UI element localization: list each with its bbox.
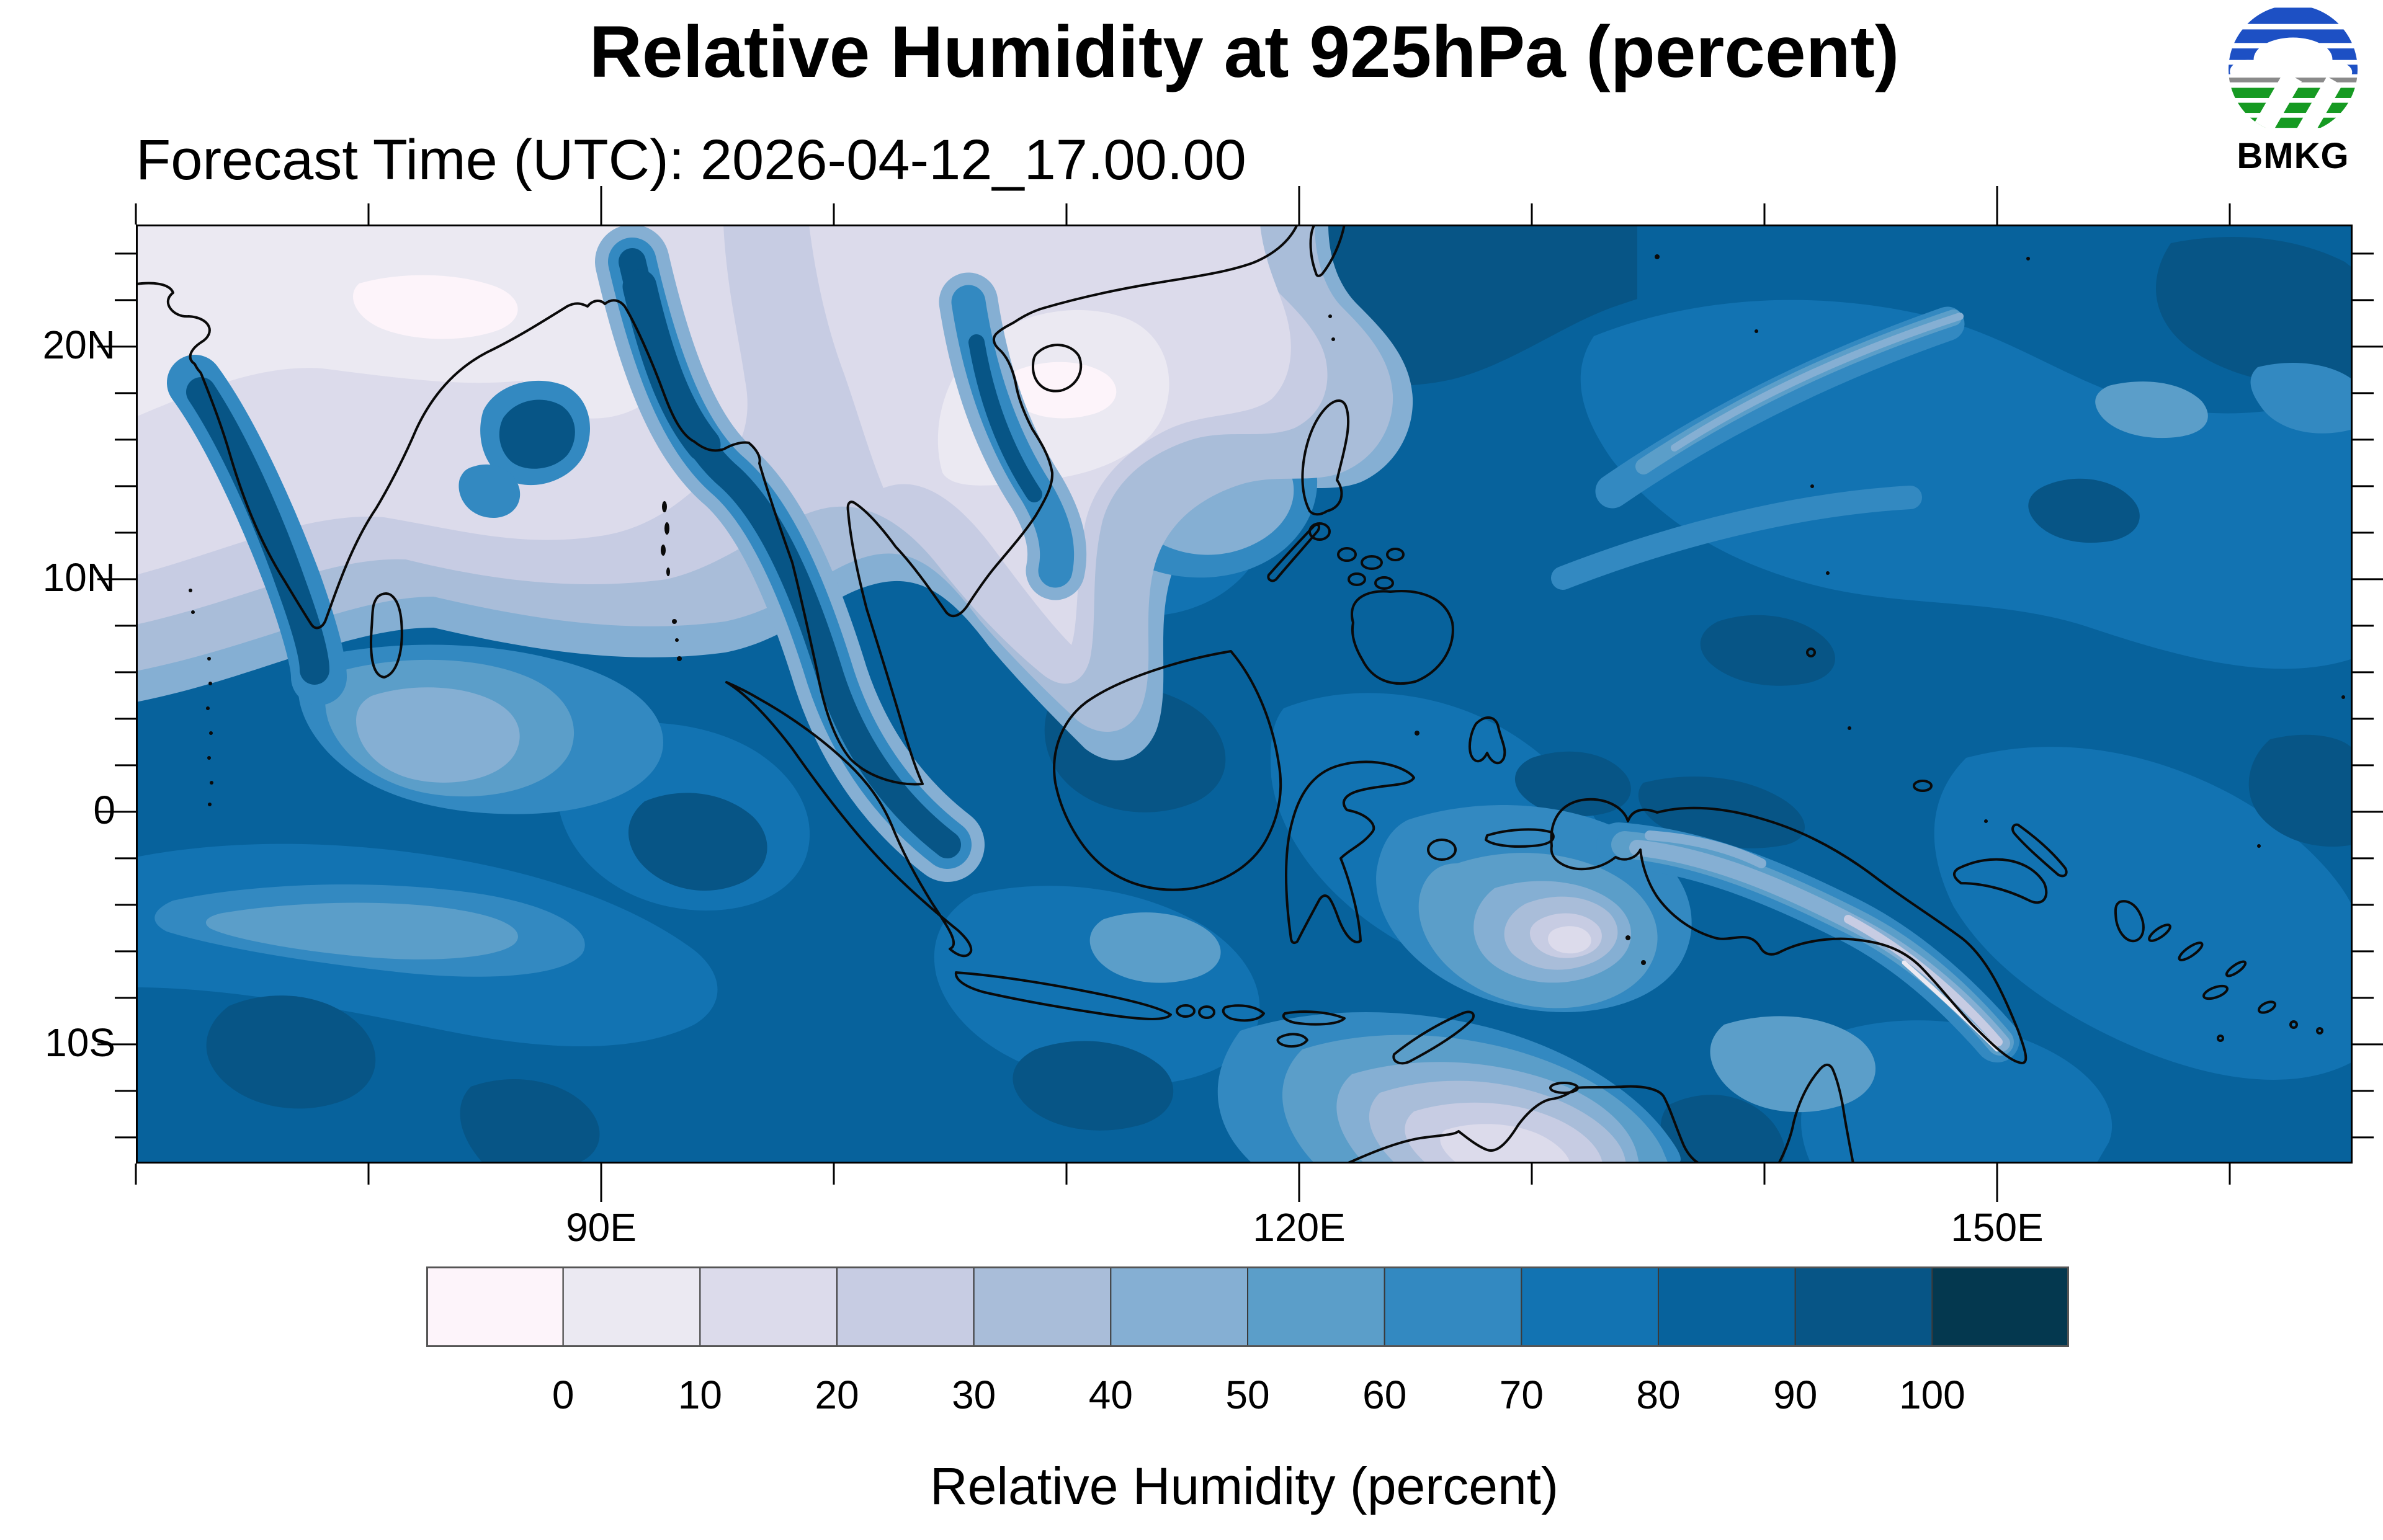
colorbar-segments <box>426 1266 2069 1347</box>
bmkg-logo-icon <box>2229 5 2358 134</box>
colorbar-segment <box>973 1266 1112 1347</box>
colorbar-tick-10: 10 <box>677 1373 722 1417</box>
colorbar-segment <box>1521 1266 1659 1347</box>
bmkg-logo: BMKG <box>2206 5 2380 177</box>
colorbar-tick-40: 40 <box>1088 1373 1133 1417</box>
timor <box>1392 1010 1475 1065</box>
y-axis-label-10n: 10N <box>42 554 115 600</box>
taiwan <box>1309 225 1346 277</box>
colorbar-tick-60: 60 <box>1362 1373 1407 1417</box>
sri-lanka <box>370 592 403 679</box>
new-britain <box>1953 858 2048 904</box>
flores <box>1282 1010 1346 1026</box>
colorbar-segment <box>1384 1266 1522 1347</box>
melville-island <box>1549 1082 1579 1094</box>
colorbar-segment <box>1247 1266 1385 1347</box>
map-panel <box>136 225 2353 1164</box>
mindanao <box>1351 590 1454 685</box>
bali <box>1176 1004 1196 1018</box>
atoll-ring <box>1806 648 1816 657</box>
colorbar-segment <box>1931 1266 2069 1347</box>
sulawesi <box>1285 760 1415 945</box>
moist-bands <box>167 225 1087 882</box>
colorbar-tick-20: 20 <box>815 1373 859 1417</box>
y-axis-label-10s: 10S <box>45 1020 115 1065</box>
colorbar-segment <box>1658 1266 1796 1347</box>
forecast-time-label: Forecast Time (UTC): 2026-04-12_17.00.00 <box>136 128 1246 192</box>
palawan <box>1267 523 1320 582</box>
colorbar-tick-100: 100 <box>1898 1373 1965 1417</box>
colorbar-tick-80: 80 <box>1636 1373 1681 1417</box>
coastlines <box>136 225 2323 1164</box>
sumatra <box>725 681 973 958</box>
small-islands-dots <box>189 254 2345 965</box>
banda-pale-core <box>1548 926 1591 954</box>
colorbar-tick-50: 50 <box>1225 1373 1270 1417</box>
colorbar-segment <box>699 1266 838 1347</box>
bougainville <box>2114 900 2145 943</box>
colorbar-segment <box>1794 1266 1933 1347</box>
asia-coastline <box>136 225 1299 786</box>
central-india-moist-blob <box>458 380 590 518</box>
admiralty <box>1913 780 1933 792</box>
sumbawa <box>1222 1004 1265 1022</box>
borneo <box>1053 650 1282 891</box>
australia-cape-york <box>1777 1063 1854 1164</box>
x-axis-label-150e: 150E <box>1951 1205 2044 1250</box>
new-guinea <box>1550 798 2028 1064</box>
hainan <box>1032 344 1083 393</box>
humidity-contour-map <box>136 225 2353 1164</box>
x-axis-label-90e: 90E <box>566 1205 637 1250</box>
australia-west <box>1346 1085 1701 1164</box>
buru <box>1427 839 1457 861</box>
colorbar-segment <box>836 1266 975 1347</box>
y-axis-label-0: 0 <box>93 787 115 832</box>
colorbar-segment <box>426 1266 564 1347</box>
x-axis-label-120e: 120E <box>1253 1205 1346 1250</box>
luzon <box>1301 399 1350 516</box>
halmahera <box>1469 716 1506 765</box>
rh-90-100-region <box>206 225 2353 1164</box>
colorbar <box>426 1266 2069 1347</box>
lombok <box>1198 1005 1215 1019</box>
colorbar-segment <box>1110 1266 1248 1347</box>
colorbar-tick-0: 0 <box>552 1373 575 1417</box>
page-title: Relative Humidity at 925hPa (percent) <box>589 11 1900 93</box>
colorbar-segment <box>562 1266 701 1347</box>
colorbar-title: Relative Humidity (percent) <box>929 1457 1558 1515</box>
y-axis-label-20n: 20N <box>42 322 115 367</box>
new-ireland <box>2011 823 2068 878</box>
colorbar-tick-70: 70 <box>1499 1373 1544 1417</box>
colorbar-tick-30: 30 <box>952 1373 996 1417</box>
sumba <box>1276 1033 1308 1048</box>
java <box>954 971 1172 1020</box>
bmkg-logo-label: BMKG <box>2237 136 2349 176</box>
colorbar-tick-90: 90 <box>1773 1373 1818 1417</box>
